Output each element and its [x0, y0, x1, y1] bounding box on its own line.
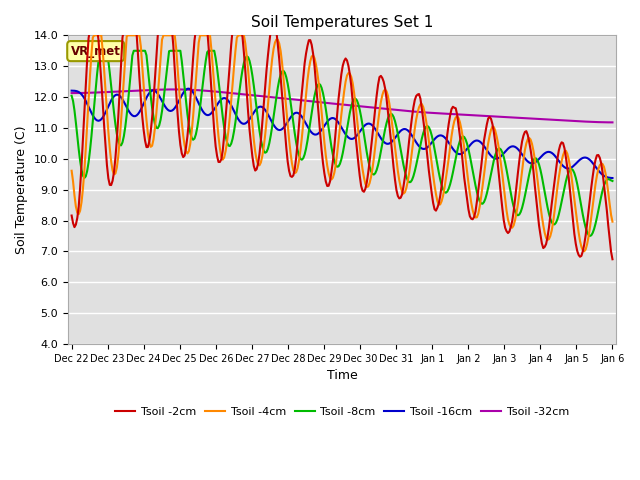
- Tsoil -32cm: [454, 111, 462, 117]
- Tsoil -4cm: [348, 74, 355, 80]
- Tsoil -16cm: [454, 151, 462, 157]
- Tsoil -4cm: [86, 73, 94, 79]
- Tsoil -16cm: [609, 175, 616, 181]
- Tsoil -4cm: [580, 248, 588, 254]
- Tsoil -8cm: [348, 104, 355, 109]
- Line: Tsoil -4cm: Tsoil -4cm: [72, 36, 612, 251]
- Tsoil -16cm: [86, 107, 94, 113]
- Tsoil -16cm: [68, 88, 76, 94]
- Text: VR_met: VR_met: [71, 45, 121, 58]
- Tsoil -4cm: [104, 129, 112, 134]
- Line: Tsoil -16cm: Tsoil -16cm: [72, 89, 612, 178]
- Tsoil -8cm: [586, 233, 594, 239]
- Tsoil -2cm: [104, 175, 112, 181]
- Tsoil -2cm: [348, 83, 355, 88]
- Tsoil -8cm: [97, 48, 105, 54]
- Tsoil -8cm: [607, 178, 615, 183]
- Tsoil -32cm: [86, 90, 94, 96]
- Tsoil -8cm: [86, 148, 94, 154]
- Tsoil -4cm: [68, 168, 76, 174]
- Tsoil -16cm: [103, 107, 111, 112]
- Tsoil -4cm: [454, 115, 462, 121]
- Tsoil -16cm: [606, 175, 614, 180]
- Tsoil -32cm: [348, 103, 355, 108]
- Tsoil -2cm: [606, 236, 614, 241]
- Tsoil -16cm: [348, 136, 355, 142]
- Tsoil -8cm: [454, 143, 462, 148]
- Tsoil -8cm: [535, 162, 543, 168]
- Tsoil -16cm: [535, 156, 543, 162]
- Tsoil -2cm: [88, 26, 95, 32]
- Tsoil -32cm: [103, 89, 111, 95]
- Tsoil -32cm: [171, 86, 179, 92]
- Tsoil -2cm: [86, 26, 94, 32]
- Legend: Tsoil -2cm, Tsoil -4cm, Tsoil -8cm, Tsoil -16cm, Tsoil -32cm: Tsoil -2cm, Tsoil -4cm, Tsoil -8cm, Tsoi…: [111, 402, 573, 421]
- Tsoil -4cm: [90, 33, 98, 38]
- Tsoil -4cm: [609, 219, 616, 225]
- Title: Soil Temperatures Set 1: Soil Temperatures Set 1: [251, 15, 433, 30]
- Tsoil -8cm: [68, 93, 76, 99]
- Tsoil -2cm: [454, 122, 462, 128]
- X-axis label: Time: Time: [326, 370, 357, 383]
- Tsoil -8cm: [609, 178, 616, 184]
- Y-axis label: Soil Temperature (C): Soil Temperature (C): [15, 125, 28, 254]
- Tsoil -2cm: [68, 213, 76, 218]
- Tsoil -32cm: [535, 116, 543, 122]
- Tsoil -4cm: [535, 191, 543, 196]
- Line: Tsoil -2cm: Tsoil -2cm: [72, 29, 612, 259]
- Tsoil -32cm: [606, 120, 614, 125]
- Line: Tsoil -32cm: Tsoil -32cm: [72, 89, 612, 122]
- Line: Tsoil -8cm: Tsoil -8cm: [72, 51, 612, 236]
- Tsoil -4cm: [607, 212, 615, 218]
- Tsoil -32cm: [68, 90, 76, 96]
- Tsoil -2cm: [535, 223, 543, 228]
- Tsoil -2cm: [609, 256, 616, 262]
- Tsoil -8cm: [104, 58, 112, 64]
- Tsoil -16cm: [185, 86, 193, 92]
- Tsoil -32cm: [609, 120, 616, 125]
